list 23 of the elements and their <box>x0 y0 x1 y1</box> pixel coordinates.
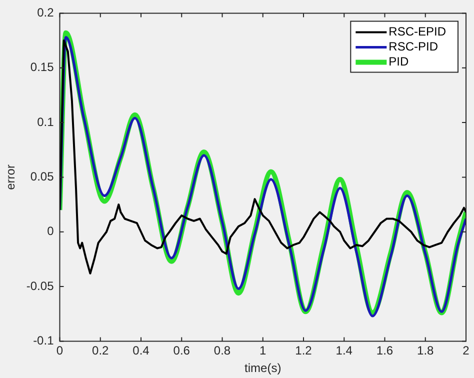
y-tick-label: 0.2 <box>37 6 54 20</box>
x-tick-label: 1.4 <box>336 344 353 358</box>
x-tick-label: 0.8 <box>214 344 231 358</box>
y-axis-title: error <box>4 164 18 190</box>
legend-label: PID <box>388 54 409 69</box>
y-tick-label: -0.05 <box>26 278 54 293</box>
x-tick-label: 0.6 <box>173 344 190 358</box>
y-tick-label: 0.1 <box>37 114 54 129</box>
legend-label: RSC-EPID <box>388 24 446 39</box>
y-tick-label: -0.1 <box>33 334 54 348</box>
x-tick-label: 1.6 <box>376 344 394 358</box>
x-axis-title: time(s) <box>244 361 282 376</box>
x-tick-label: 0.2 <box>92 344 110 358</box>
y-tick-label: 0 <box>47 224 54 238</box>
x-tick-label: 0.4 <box>132 344 150 358</box>
legend-label: RSC-PID <box>388 40 438 54</box>
y-tick-label: 0.05 <box>30 170 54 184</box>
x-tick-label: 1 <box>260 344 267 358</box>
x-tick-label: 1.8 <box>417 344 434 358</box>
y-tick-label: 0.15 <box>30 60 54 74</box>
x-tick-label: 2 <box>462 344 470 358</box>
x-tick-label: 0 <box>56 344 64 358</box>
x-tick-label: 1.2 <box>295 344 312 358</box>
